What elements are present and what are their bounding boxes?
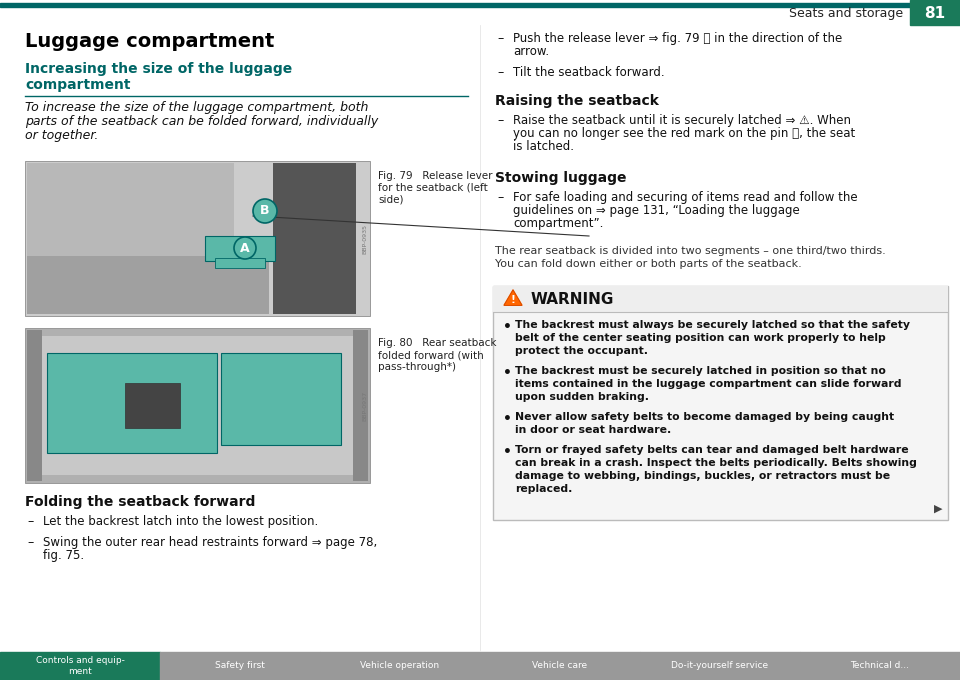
Bar [274, 163, 356, 314]
Text: Luggage compartment: Luggage compartment [25, 32, 275, 51]
Text: Folding the seatback forward: Folding the seatback forward [25, 495, 255, 509]
Bar [215, 258, 265, 268]
Bar [25, 161, 370, 316]
Bar [221, 353, 341, 445]
Bar [33, 336, 362, 475]
Bar [25, 328, 370, 483]
Text: WARNING: WARNING [531, 292, 614, 307]
Text: Tilt the seatback forward.: Tilt the seatback forward. [513, 66, 664, 79]
Text: The backrest must be securely latched in position so that no: The backrest must be securely latched in… [515, 366, 886, 376]
Text: folded forward (with: folded forward (with [378, 350, 484, 360]
Text: you can no longer see the red mark on the pin Ⓑ, the seat: you can no longer see the red mark on th… [513, 127, 855, 140]
Text: •: • [503, 366, 512, 380]
Text: guidelines on ⇒ page 131, “Loading the luggage: guidelines on ⇒ page 131, “Loading the l… [513, 204, 800, 217]
Text: side): side) [378, 195, 403, 205]
Text: The rear seatback is divided into two segments – one third/two thirds.: The rear seatback is divided into two se… [495, 246, 886, 256]
Text: •: • [503, 412, 512, 426]
Text: –: – [497, 66, 503, 79]
Circle shape [234, 237, 256, 259]
Text: Raise the seatback until it is securely latched ⇒ ⚠. When: Raise the seatback until it is securely … [513, 114, 851, 127]
Bar [480, 652, 640, 680]
Text: !: ! [511, 295, 516, 305]
Text: Controls and equip-
ment: Controls and equip- ment [36, 656, 125, 676]
Text: Technical d...: Technical d... [851, 662, 909, 670]
Text: arrow.: arrow. [513, 45, 549, 58]
Text: is latched.: is latched. [513, 140, 574, 153]
Text: –: – [497, 114, 503, 127]
Text: Raising the seatback: Raising the seatback [495, 94, 659, 108]
Text: Increasing the size of the luggage: Increasing the size of the luggage [25, 62, 292, 76]
Bar [320, 652, 480, 680]
Text: –: – [27, 515, 34, 528]
Bar [27, 256, 269, 314]
Text: 81: 81 [924, 5, 946, 20]
Text: The backrest must always be securely latched so that the safety: The backrest must always be securely lat… [515, 320, 910, 330]
Text: Safety first: Safety first [215, 662, 265, 670]
Text: ▶: ▶ [933, 504, 942, 514]
Text: Fig. 79   Release lever: Fig. 79 Release lever [378, 171, 492, 181]
Text: Vehicle operation: Vehicle operation [360, 662, 440, 670]
Bar [125, 383, 180, 428]
Text: for the seatback (left: for the seatback (left [378, 183, 488, 193]
Text: Seats and storage: Seats and storage [789, 7, 903, 20]
Bar [910, 0, 960, 25]
Bar [353, 330, 368, 481]
Text: Stowing luggage: Stowing luggage [495, 171, 627, 185]
Text: upon sudden braking.: upon sudden braking. [515, 392, 649, 402]
Text: compartment: compartment [25, 78, 131, 92]
Text: –: – [497, 32, 503, 45]
Text: parts of the seatback can be folded forward, individually: parts of the seatback can be folded forw… [25, 115, 378, 128]
Bar [493, 286, 948, 520]
Text: You can fold down either or both parts of the seatback.: You can fold down either or both parts o… [495, 259, 802, 269]
Text: Never allow safety belts to become damaged by being caught: Never allow safety belts to become damag… [515, 412, 894, 422]
Text: in door or seat hardware.: in door or seat hardware. [515, 425, 671, 435]
Text: •: • [503, 320, 512, 334]
Text: Vehicle care: Vehicle care [533, 662, 588, 670]
Text: Do-it-yourself service: Do-it-yourself service [671, 662, 769, 670]
Bar [27, 330, 42, 481]
Text: Torn or frayed safety belts can tear and damaged belt hardware: Torn or frayed safety belts can tear and… [515, 445, 908, 455]
Text: –: – [27, 536, 34, 549]
Polygon shape [504, 290, 522, 305]
Text: compartment”.: compartment”. [513, 217, 604, 230]
Text: BBP-0937: BBP-0937 [363, 390, 368, 420]
Text: To increase the size of the luggage compartment, both: To increase the size of the luggage comp… [25, 101, 369, 114]
Bar [27, 163, 234, 256]
Text: Fig. 80   Rear seatback: Fig. 80 Rear seatback [378, 338, 496, 348]
Text: BBP-0935: BBP-0935 [363, 224, 368, 254]
Text: –: – [497, 191, 503, 204]
Text: •: • [503, 445, 512, 459]
Bar [0, 3, 910, 7]
Circle shape [253, 199, 277, 223]
Text: pass-through*): pass-through*) [378, 362, 456, 372]
Text: Let the backrest latch into the lowest position.: Let the backrest latch into the lowest p… [43, 515, 319, 528]
Bar [0, 652, 160, 680]
Text: Swing the outer rear head restraints forward ⇒ page 78,: Swing the outer rear head restraints for… [43, 536, 377, 549]
Text: items contained in the luggage compartment can slide forward: items contained in the luggage compartme… [515, 379, 901, 389]
Bar [493, 286, 948, 312]
Bar [800, 652, 960, 680]
Text: replaced.: replaced. [515, 484, 572, 494]
Text: For safe loading and securing of items read and follow the: For safe loading and securing of items r… [513, 191, 857, 204]
Text: protect the occupant.: protect the occupant. [515, 346, 648, 356]
Text: B: B [260, 205, 270, 218]
Text: Push the release lever ⇒ fig. 79 Ⓐ in the direction of the: Push the release lever ⇒ fig. 79 Ⓐ in th… [513, 32, 842, 45]
Text: can break in a crash. Inspect the belts periodically. Belts showing: can break in a crash. Inspect the belts … [515, 458, 917, 468]
Bar [47, 353, 217, 453]
Bar [160, 652, 320, 680]
Text: damage to webbing, bindings, buckles, or retractors must be: damage to webbing, bindings, buckles, or… [515, 471, 890, 481]
Bar [205, 236, 275, 261]
Text: or together.: or together. [25, 129, 98, 142]
Text: fig. 75.: fig. 75. [43, 549, 84, 562]
Bar [640, 652, 800, 680]
Text: belt of the center seating position can work properly to help: belt of the center seating position can … [515, 333, 886, 343]
Text: A: A [240, 241, 250, 254]
